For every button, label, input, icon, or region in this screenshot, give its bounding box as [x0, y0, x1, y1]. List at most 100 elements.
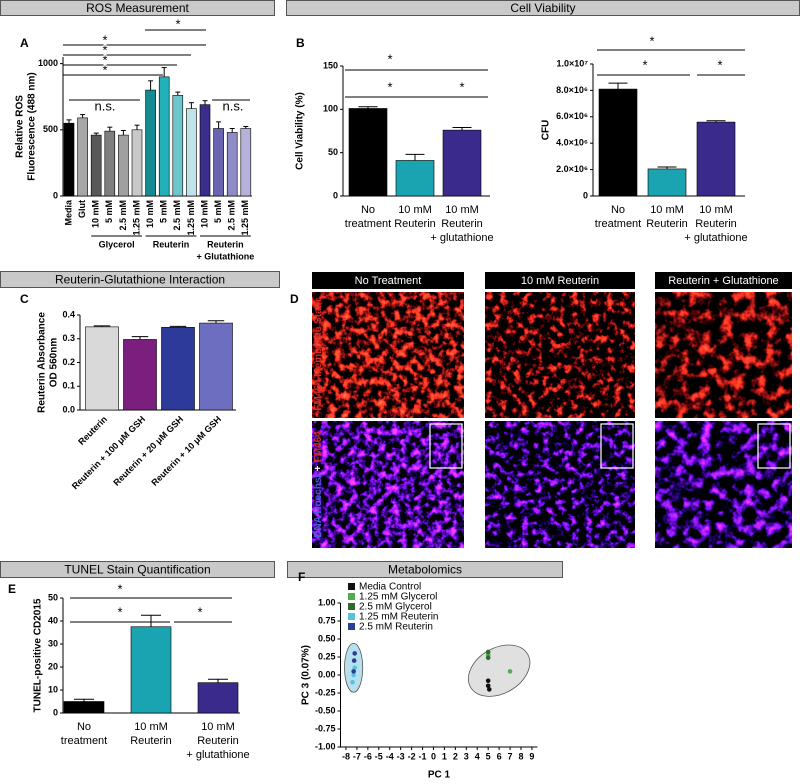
bar [213, 128, 224, 197]
bar [172, 95, 184, 197]
y-tick-label: 0.0 [62, 404, 75, 414]
x-tick-label: 2.5 mM [172, 200, 182, 231]
section-title: Metabolomics [388, 563, 462, 577]
error-bar [134, 124, 140, 130]
scatter-point [485, 678, 491, 684]
y-tick-label: 1.00 [318, 597, 336, 607]
panel-letter: C [20, 292, 29, 306]
legend-swatch [348, 593, 355, 600]
x-tick-label: Reuterin [76, 414, 109, 447]
y-tick-label: -0.50 [315, 705, 336, 715]
inset-box [757, 423, 791, 469]
y-axis-label: PC 3 (0.07%) [301, 645, 312, 705]
column-title: Reuterin + Glutathione [668, 275, 778, 287]
bar [696, 121, 736, 197]
group-label: Reuterin [207, 239, 244, 249]
y-tick-label: 4.0×10⁶ [556, 138, 588, 148]
x-tick-label: + glutathione [684, 232, 747, 244]
error-bar [208, 678, 228, 683]
significance-label: * [649, 33, 654, 48]
y-tick-label: 0.4 [62, 309, 75, 319]
legend-swatch [348, 603, 355, 610]
x-tick-label: -4 [386, 751, 394, 761]
row-label: DNA Hoechst + FM464 [313, 431, 324, 538]
y-tick-label: 0 [583, 190, 588, 200]
y-tick-label: 0 [53, 190, 58, 200]
error-bar [93, 132, 99, 136]
column-title: 10 mM Reuterin [521, 275, 599, 287]
y-tick-label: 6.0×10⁶ [556, 111, 588, 121]
scatter-point [350, 679, 355, 685]
y-tick-label: 0.25 [318, 651, 336, 661]
scatter-point [351, 658, 357, 663]
x-tick-label: 10 mM [199, 200, 209, 228]
micrograph-texture [485, 421, 635, 548]
bar [647, 168, 687, 197]
x-tick-label: Glut [77, 200, 87, 218]
significance-label: * [102, 62, 107, 77]
significance-label: n.s. [95, 98, 116, 113]
section-header [287, 561, 563, 578]
row-label-part: DNA Hoechst [313, 474, 324, 538]
panel-letter: F [298, 570, 305, 584]
legend-swatch [348, 613, 355, 620]
error-bar [216, 121, 222, 129]
bar [63, 701, 105, 714]
significance-label: * [387, 79, 392, 94]
x-tick-label: -7 [353, 751, 361, 761]
panel-letter: E [8, 582, 16, 596]
bar [131, 129, 143, 197]
error-bar [706, 120, 726, 123]
significance-label: * [642, 57, 647, 72]
x-tick-label: -8 [342, 751, 350, 761]
x-tick-label: 10 mM [201, 721, 235, 733]
x-tick-label: 1.25 mM [131, 200, 141, 236]
bar [158, 76, 170, 197]
legend-label: 1.25 mM Glycerol [359, 592, 437, 603]
section-header [0, 561, 275, 578]
error-bar [405, 153, 425, 161]
section-title: ROS Measurement [86, 1, 189, 15]
inset-box [600, 423, 634, 469]
y-tick-label: 50 [328, 147, 338, 157]
y-tick-label: 0.50 [318, 633, 336, 643]
bar [161, 327, 195, 411]
x-axis-label: PC 1 [428, 770, 451, 781]
bar [199, 104, 211, 197]
x-tick-label: 1.25 mM [240, 200, 250, 236]
x-tick-label: -3 [397, 751, 405, 761]
significance-label: * [102, 32, 107, 47]
x-tick-label: Reuterin + 100 μM GSH [70, 414, 147, 491]
bar [63, 122, 75, 197]
section-title: Cell Viability [510, 1, 575, 15]
row-label: FM464 Membrane Stain [313, 299, 324, 410]
bar [130, 626, 172, 714]
error-bar [107, 126, 113, 132]
legend-swatch [348, 623, 355, 630]
error-bar [120, 129, 126, 136]
error-bar [161, 67, 167, 77]
x-tick-label: 10 mM [650, 204, 684, 216]
bar [199, 322, 233, 411]
column-header [485, 272, 635, 289]
x-tick-label: -2 [408, 751, 416, 761]
significance-label: n.s. [223, 98, 244, 113]
error-bar [74, 698, 94, 702]
bar [442, 129, 482, 197]
bar [197, 682, 239, 714]
error-bar [188, 102, 194, 109]
confidence-ellipse [468, 644, 531, 697]
panel-letter: D [290, 292, 299, 306]
row-label-part: FM464 Membrane Stain [313, 299, 324, 410]
error-bar [66, 119, 72, 124]
x-tick-label: Reuterin [394, 218, 436, 230]
group-label: Glycerol [99, 239, 135, 249]
scatter-point [485, 655, 491, 661]
x-tick-label: Reuterin + 20 μM GSH [111, 414, 185, 488]
y-axis-label: TUNEL-positive CD2015 [33, 598, 44, 712]
x-tick-label: 0 [431, 751, 436, 761]
legend-label: Media Control [359, 582, 421, 593]
x-tick-label: -1 [419, 751, 427, 761]
y-axis-label: Relative ROS [15, 95, 26, 158]
error-bar [207, 320, 225, 324]
